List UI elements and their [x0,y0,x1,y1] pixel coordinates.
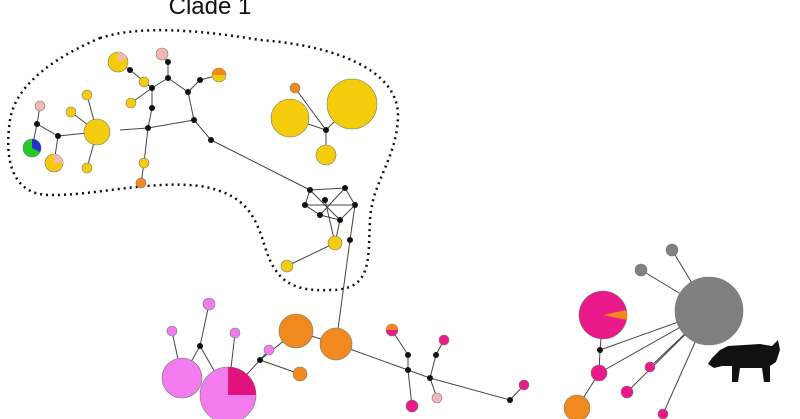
pig-icon [708,340,780,382]
clade-outline [6,28,400,292]
haplotype-nodes [22,47,744,419]
clade-label: Clade 1 [169,0,252,20]
median-vectors [34,59,603,403]
